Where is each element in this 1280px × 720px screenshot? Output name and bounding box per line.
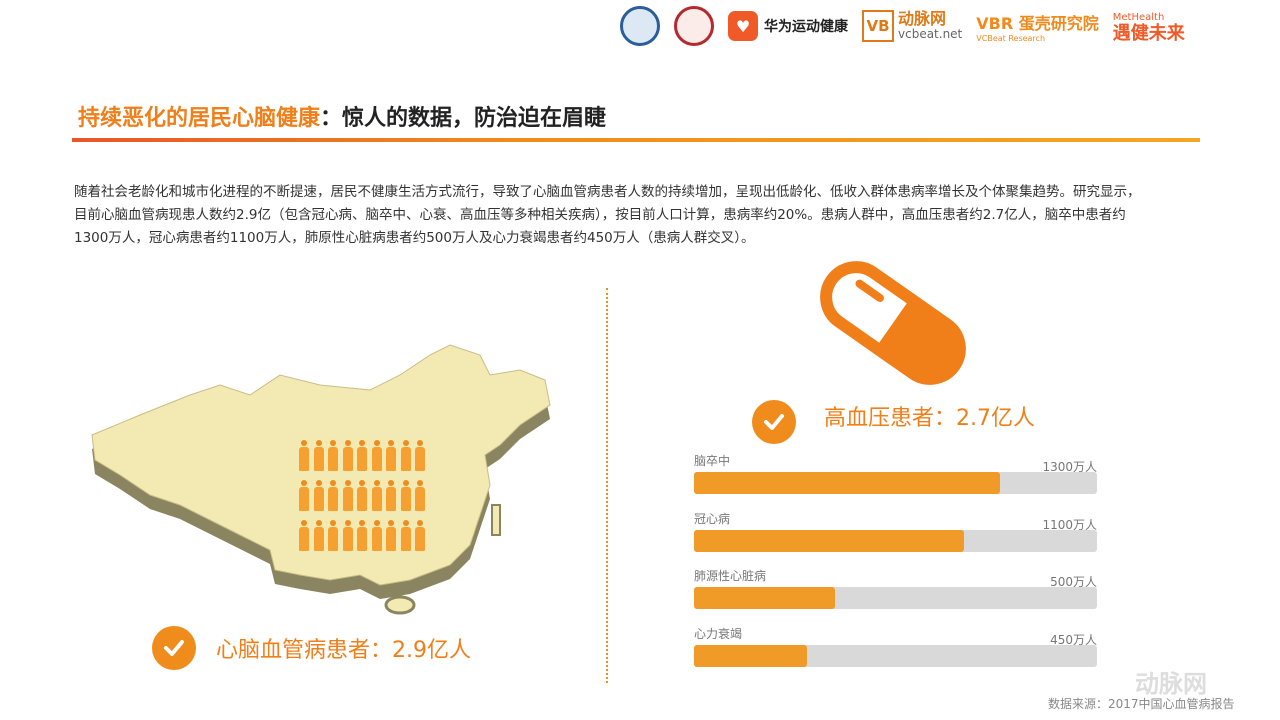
partner-logos: ♥ 华为运动健康 VB 动脉网 vcbeat.net VBR 蛋壳研究院 VCBeat …: [620, 4, 1270, 48]
person-icon: [356, 480, 368, 512]
person-icon: [385, 440, 397, 472]
association-logo-red: [674, 6, 714, 46]
association-logo-blue: [620, 6, 660, 46]
title-divider: [72, 138, 1200, 142]
bar-value-label: 1100万人: [1042, 517, 1097, 532]
bar-value-label: 500万人: [1050, 575, 1097, 589]
bar-track: [694, 529, 1097, 552]
person-icon: [327, 520, 339, 552]
person-icon: [371, 480, 383, 512]
person-icon: [371, 520, 383, 552]
bar-label: 肺源性心脏病: [694, 569, 767, 583]
check-icon: [152, 626, 196, 670]
bar-label: 脑卒中: [694, 454, 731, 468]
person-icon: [414, 520, 426, 552]
person-icon: [356, 520, 368, 552]
bar-label: 冠心病: [694, 511, 731, 526]
person-icon: [371, 440, 383, 472]
bar-fill: [694, 472, 1001, 494]
bar-item: 心力衰竭 450万人: [694, 625, 1097, 683]
person-icon: [327, 480, 339, 512]
taiwan-island: [491, 504, 501, 536]
bar-item: 冠心病 1100万人: [694, 510, 1097, 568]
methealth-logo: MetHealth 遇健未来: [1112, 12, 1185, 44]
disease-bar-chart: 脑卒中 1300万人冠心病 1100万人肺源性心脏病 500万人心力衰竭 450万人: [694, 452, 1097, 682]
person-icon: [313, 440, 325, 472]
bar-item: 肺源性心脏病 500万人: [694, 567, 1097, 625]
hypertension-stat: 高血压患者：2.7亿人: [824, 406, 1035, 431]
person-icon: [400, 480, 412, 512]
vcbeat-logo: VB 动脉网 vcbeat.net: [862, 10, 962, 42]
watermark: 动脉网: [1135, 670, 1207, 698]
person-icon: [385, 480, 397, 512]
person-icon: [356, 440, 368, 472]
person-icon: [327, 440, 339, 472]
bar-item: 脑卒中 1300万人: [694, 452, 1097, 510]
data-source: 数据来源：2017中国心血管病报告: [1048, 697, 1235, 711]
bar-track: [694, 644, 1097, 667]
person-icon: [400, 520, 412, 552]
person-icon: [414, 440, 426, 472]
bar-label: 心力衰竭: [694, 626, 743, 641]
intro-paragraph: 随着社会老龄化和城市化进程的不断提速，居民不健康生活方式流行，导致了心脑血管病患…: [74, 184, 1141, 246]
person-icon: [313, 480, 325, 512]
bar-value-label: 1300万人: [1042, 460, 1097, 474]
person-icon: [342, 440, 354, 472]
cvd-patients-stat: 心脑血管病患者：2.9亿人: [216, 638, 471, 663]
pill-icon: [820, 261, 966, 385]
vbr-logo: VBR 蛋壳研究院 VCBeat Research: [976, 13, 1099, 43]
huawei-health-logo: ♥ 华为运动健康: [728, 11, 848, 41]
bar-value-label: 450万人: [1050, 632, 1097, 647]
person-icon: [400, 440, 412, 472]
bar-track: [694, 472, 1097, 494]
bar-fill: [694, 587, 836, 609]
person-icon: [342, 480, 354, 512]
person-icon: [313, 520, 325, 552]
bar-fill: [694, 644, 807, 667]
dotted-divider: [606, 288, 608, 683]
person-icon: [385, 520, 397, 552]
check-icon: [752, 400, 796, 444]
bar-fill: [694, 529, 964, 552]
person-icon: [298, 440, 310, 472]
heart-icon: ♥: [728, 11, 758, 41]
bar-track: [694, 587, 1097, 609]
person-icon: [342, 520, 354, 552]
people-grid: [298, 440, 429, 552]
person-icon: [414, 480, 426, 512]
person-icon: [298, 480, 310, 512]
person-icon: [298, 520, 310, 552]
hainan-island: [384, 595, 416, 615]
page-title: 持续恶化的居民心脑健康：惊人的数据，防治迫在眉睫: [78, 106, 607, 131]
